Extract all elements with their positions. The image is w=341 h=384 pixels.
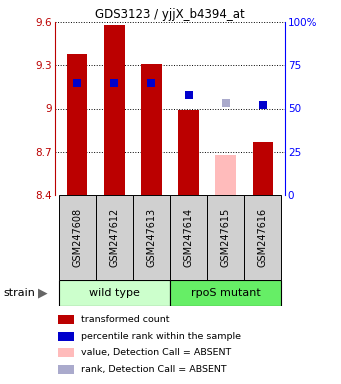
- Text: GSM247615: GSM247615: [221, 208, 231, 267]
- Bar: [96, 195, 133, 280]
- Bar: [59, 195, 96, 280]
- Text: percentile rank within the sample: percentile rank within the sample: [80, 332, 240, 341]
- Bar: [170, 280, 281, 306]
- Bar: [59, 280, 170, 306]
- Bar: [133, 195, 170, 280]
- Text: GSM247614: GSM247614: [183, 208, 194, 267]
- Text: GSM247612: GSM247612: [109, 208, 119, 267]
- Text: rank, Detection Call = ABSENT: rank, Detection Call = ABSENT: [80, 365, 226, 374]
- Point: [260, 102, 266, 108]
- Bar: [216, 155, 236, 195]
- Bar: [104, 25, 124, 195]
- Bar: [178, 110, 199, 195]
- Text: GSM247608: GSM247608: [72, 208, 82, 267]
- Bar: [253, 142, 273, 195]
- Point: [186, 92, 191, 98]
- Text: strain: strain: [3, 288, 35, 298]
- Text: ▶: ▶: [38, 286, 47, 300]
- Bar: [207, 195, 244, 280]
- Point: [223, 100, 228, 106]
- Point: [112, 79, 117, 86]
- Text: value, Detection Call = ABSENT: value, Detection Call = ABSENT: [80, 348, 231, 357]
- Text: GSM247613: GSM247613: [146, 208, 157, 267]
- Point: [149, 79, 154, 86]
- Bar: [244, 195, 281, 280]
- Bar: [67, 54, 87, 195]
- Text: transformed count: transformed count: [80, 315, 169, 324]
- Text: GSM247616: GSM247616: [258, 208, 268, 267]
- Text: wild type: wild type: [89, 288, 140, 298]
- Text: rpoS mutant: rpoS mutant: [191, 288, 261, 298]
- Bar: [170, 195, 207, 280]
- Point: [75, 79, 80, 86]
- Title: GDS3123 / yjjX_b4394_at: GDS3123 / yjjX_b4394_at: [95, 8, 245, 21]
- Bar: [141, 64, 162, 195]
